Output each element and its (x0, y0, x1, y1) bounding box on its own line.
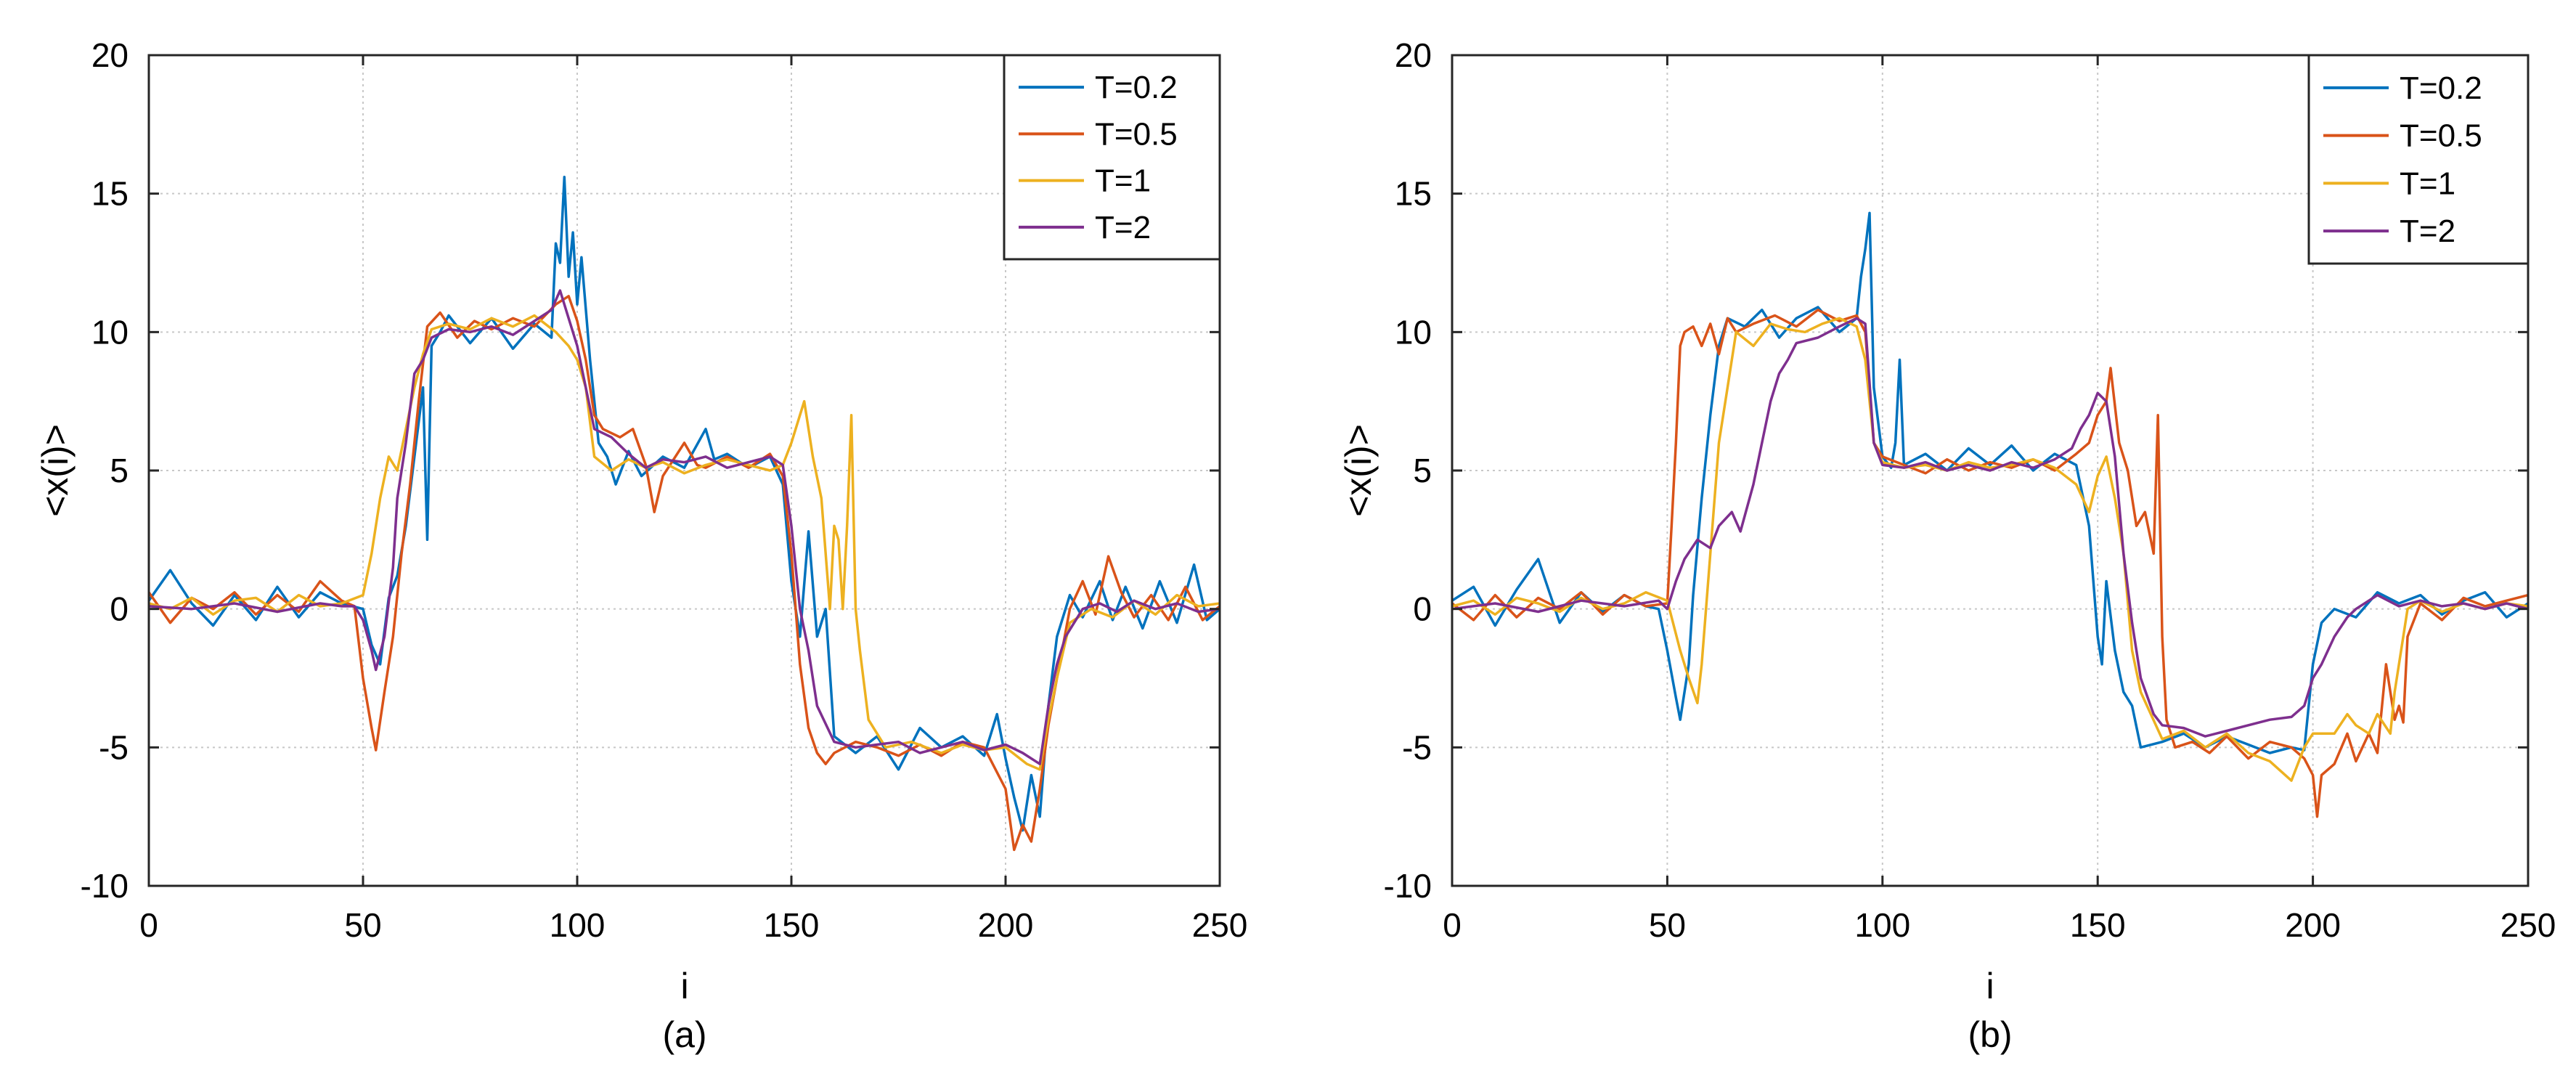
y-tick-label: 15 (1395, 175, 1432, 213)
legend: T=0.2 T=0.5 T=1 T=2 (1003, 54, 1221, 261)
y-tick-label: 20 (1395, 36, 1432, 74)
x-axis-label: i (680, 966, 688, 1006)
x-axis-label: i (1986, 966, 1994, 1006)
legend-label: T=2 (1095, 210, 1151, 245)
series-line-T=0.5 (147, 295, 1221, 852)
y-tick-label: 5 (110, 452, 129, 489)
x-tick-label: 250 (1192, 906, 1248, 944)
panel-label: (b) (1968, 1014, 2012, 1055)
y-axis-label: <x(i)> (35, 424, 76, 517)
series-line-T=0.2 (1451, 211, 2529, 754)
legend-box (2307, 54, 2530, 265)
x-tick-label: 100 (550, 906, 606, 944)
panel-label: (a) (662, 1014, 706, 1055)
legend-label: T=0.2 (1095, 70, 1178, 105)
y-axis-label: <x(i)> (1338, 424, 1379, 517)
legend-label: T=0.5 (2400, 118, 2482, 154)
y-tick-label: 0 (1413, 590, 1432, 628)
x-tick-label: 0 (139, 906, 158, 944)
series-line-T=2 (148, 289, 1220, 765)
panel-a: 0 50 100 150 200 250 -10 -5 0 5 10 15 20 i (a) <x(i)> T=… (35, 36, 1247, 1055)
series-line-T=1 (148, 314, 1220, 771)
y-tick-label: -5 (1402, 728, 1432, 766)
x-tick-label: 50 (1649, 906, 1686, 944)
y-tick-label: 0 (110, 590, 129, 628)
x-tick-label: 150 (764, 906, 820, 944)
y-tick-label: 10 (91, 313, 129, 351)
y-tick-label: 5 (1413, 452, 1432, 489)
legend-label: T=2 (2400, 213, 2455, 249)
legend-box (1003, 54, 1221, 261)
legend: T=0.2 T=0.5 T=1 T=2 (2307, 54, 2530, 265)
y-tick-label: 15 (91, 175, 129, 213)
y-tick-label: 20 (91, 36, 129, 74)
x-tick-label: 200 (2285, 906, 2341, 944)
panel-b: 0 50 100 150 200 250 -10 -5 0 5 10 15 20 i (b) <x(i)> T=… (1338, 36, 2556, 1055)
x-tick-label: 150 (2070, 906, 2126, 944)
x-tick-label: 50 (344, 906, 381, 944)
y-tick-label: -5 (99, 728, 129, 766)
y-tick-label: 10 (1395, 313, 1432, 351)
legend-label: T=0.2 (2400, 70, 2482, 106)
x-tick-label: 0 (1443, 906, 1462, 944)
legend-label: T=1 (1095, 163, 1151, 199)
y-tick-label: -10 (81, 867, 129, 905)
x-tick-label: 200 (978, 906, 1034, 944)
series-line-T=1 (1451, 317, 2529, 782)
y-tick-label: -10 (1384, 867, 1432, 905)
legend-label: T=0.5 (1095, 116, 1178, 152)
x-tick-label: 250 (2500, 906, 2556, 944)
x-tick-label: 100 (1854, 906, 1910, 944)
legend-label: T=1 (2400, 166, 2455, 201)
series-line-T=2 (1451, 317, 2529, 738)
